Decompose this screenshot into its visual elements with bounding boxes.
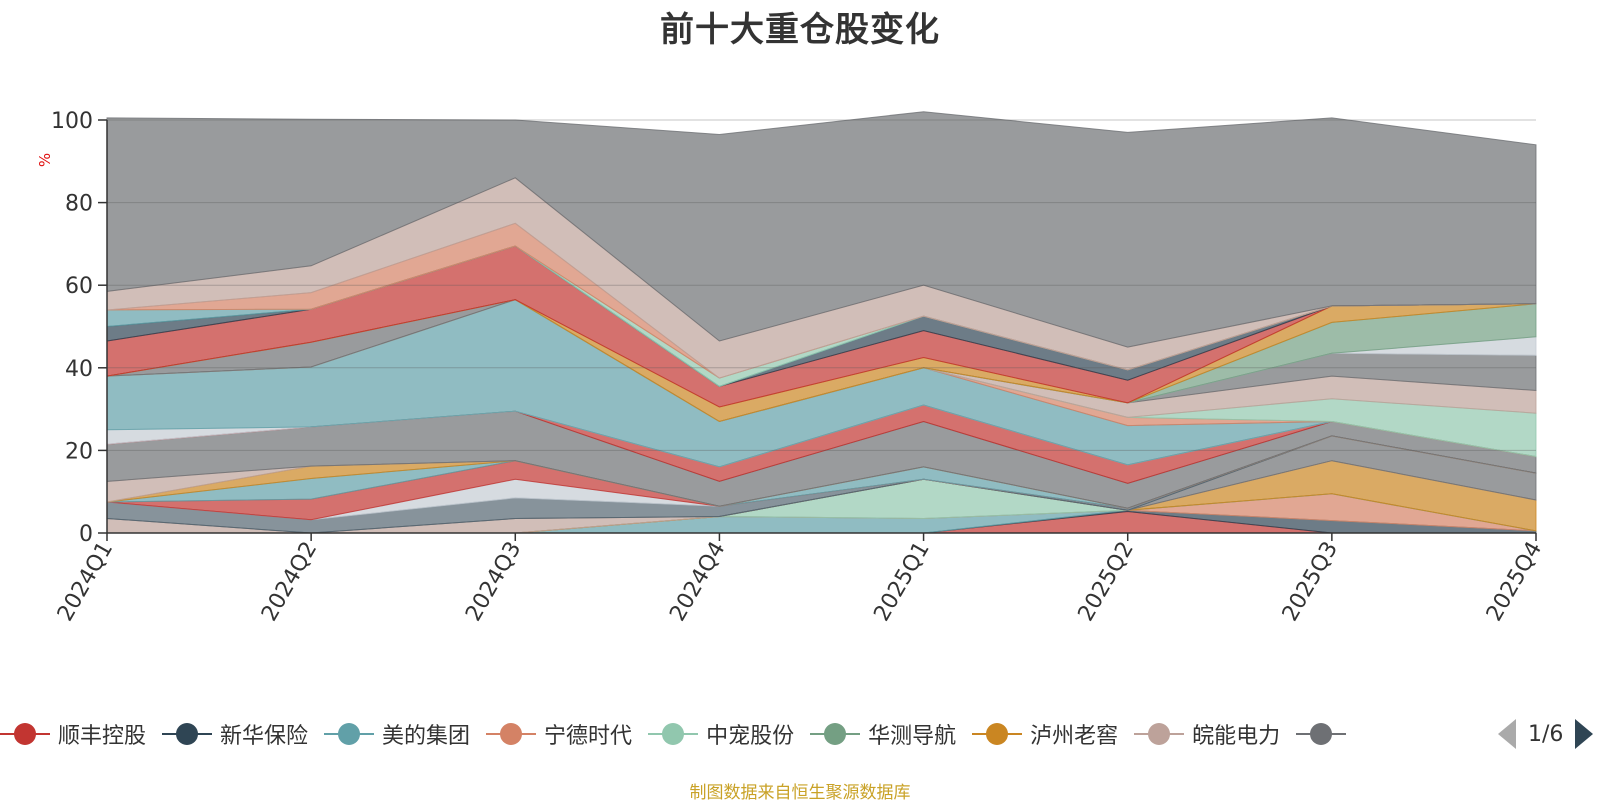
x-tick-label: 2025Q2 bbox=[1074, 538, 1139, 626]
x-tick-label: 2024Q4 bbox=[665, 538, 730, 626]
area-series-s33 bbox=[106, 111, 1537, 348]
legend-item[interactable]: 顺丰控股 bbox=[0, 712, 146, 756]
y-tick-label: 20 bbox=[65, 439, 93, 464]
legend-pager: 1/6 bbox=[1498, 716, 1594, 752]
legend-item[interactable]: 泸州老窖 bbox=[972, 712, 1118, 756]
y-tick-label: 60 bbox=[65, 274, 93, 299]
legend-label: 新华保险 bbox=[220, 724, 309, 749]
legend-item[interactable]: 华测导航 bbox=[810, 712, 956, 756]
x-tick-label: 2025Q3 bbox=[1278, 538, 1343, 626]
legend-marker-icon bbox=[972, 722, 1023, 746]
y-tick-label: 0 bbox=[79, 522, 93, 547]
y-axis-label: % bbox=[36, 153, 54, 167]
legend-label: 宁德时代 bbox=[544, 724, 633, 749]
legend-marker-icon bbox=[162, 722, 213, 746]
x-tick-label: 2024Q2 bbox=[257, 538, 322, 626]
chart-title: 前十大重仓股变化 bbox=[660, 10, 940, 50]
legend-label: 中宠股份 bbox=[706, 724, 795, 749]
legend-marker-icon bbox=[1296, 722, 1347, 746]
legend: 顺丰控股 新华保险 美的集团 宁德时代 中宠股份 华测导航 泸州老窖 皖能电力 bbox=[0, 712, 1480, 756]
legend-item[interactable]: 美的集团 bbox=[324, 712, 470, 756]
legend-label: 美的集团 bbox=[382, 724, 471, 749]
legend-label: 顺丰控股 bbox=[58, 724, 147, 749]
x-tick-label: 2024Q3 bbox=[461, 538, 526, 626]
y-tick-label: 40 bbox=[65, 357, 93, 382]
legend-prev-page-icon[interactable] bbox=[1498, 719, 1516, 749]
y-tick-label: 100 bbox=[51, 109, 93, 134]
legend-marker-icon bbox=[486, 722, 537, 746]
legend-item[interactable]: 宁德时代 bbox=[486, 712, 632, 756]
y-tick-label: 80 bbox=[65, 192, 93, 217]
legend-label: 华测导航 bbox=[868, 724, 957, 749]
stacked-area-chart: 0 20 40 60 80 100% 2024Q1 2024Q2 2024Q3 2024Q4 202… bbox=[36, 109, 1547, 626]
legend-marker-icon bbox=[648, 722, 699, 746]
legend-label: 泸州老窖 bbox=[1030, 724, 1119, 749]
legend-item[interactable] bbox=[1296, 712, 1354, 756]
legend-marker-icon bbox=[0, 722, 50, 746]
legend-marker-icon bbox=[324, 722, 375, 746]
legend-label: 皖能电力 bbox=[1192, 724, 1281, 749]
legend-marker-icon bbox=[810, 722, 861, 746]
x-tick-label: 2025Q1 bbox=[869, 538, 934, 626]
legend-item[interactable]: 中宠股份 bbox=[648, 712, 794, 756]
x-tick-label: 2024Q1 bbox=[53, 538, 118, 626]
legend-page-indicator: 1/6 bbox=[1528, 721, 1564, 747]
source-note: 制图数据来自恒生聚源数据库 bbox=[689, 783, 911, 803]
legend-item[interactable]: 新华保险 bbox=[162, 712, 308, 756]
legend-item[interactable]: 皖能电力 bbox=[1134, 712, 1280, 756]
legend-next-page-icon[interactable] bbox=[1575, 719, 1594, 749]
legend-marker-icon bbox=[1134, 722, 1185, 746]
x-tick-label: 2025Q4 bbox=[1482, 538, 1547, 626]
